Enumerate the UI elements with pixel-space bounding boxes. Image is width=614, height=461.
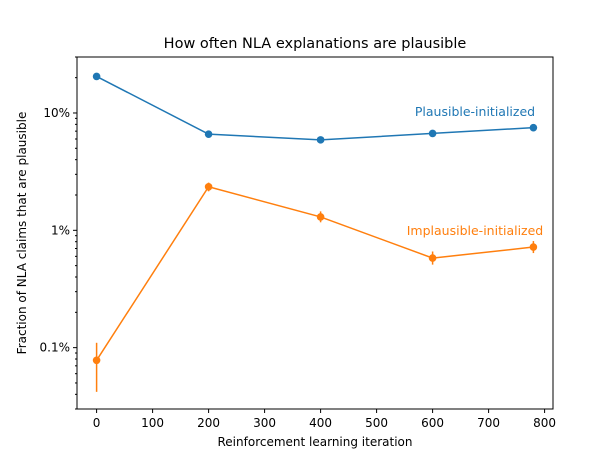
x-tick-label: 0 (93, 416, 101, 430)
y-tick-label: 0.1% (40, 341, 71, 355)
y-tick-label: 10% (43, 106, 70, 120)
y-axis: 0.1% 1% 10% (40, 56, 77, 410)
data-point (204, 182, 213, 191)
plot-frame (76, 56, 554, 410)
data-point (92, 72, 101, 81)
data-point (92, 356, 101, 365)
data-point (316, 136, 325, 144)
series-layer (92, 72, 538, 392)
x-tick-label: 200 (197, 416, 220, 430)
series-line (95, 185, 534, 361)
x-axis: 0 100 200 300 400 500 600 700 800 (93, 409, 556, 430)
data-point (316, 213, 325, 221)
series-plausible-initialized (92, 72, 538, 144)
x-tick-label: 500 (365, 416, 388, 430)
x-tick-label: 700 (477, 416, 500, 430)
series-label: Plausible-initialized (415, 104, 535, 119)
x-tick-label: 400 (309, 416, 332, 430)
x-tick-label: 100 (141, 416, 164, 430)
chart-title: How often NLA explanations are plausible (164, 36, 467, 52)
x-tick-label: 600 (421, 416, 444, 430)
series-labels: Plausible-initialized Implausible-initial… (407, 104, 543, 238)
data-point (529, 123, 538, 132)
series-implausible-initialized (92, 182, 538, 392)
y-axis-label: Fraction of NLA claims that are plausibl… (15, 112, 29, 355)
series-label: Implausible-initialized (407, 223, 543, 238)
x-tick-label: 800 (533, 416, 556, 430)
x-axis-label: Reinforcement learning iteration (218, 435, 413, 449)
data-point (428, 129, 437, 138)
plot-area (76, 56, 554, 410)
x-tick-label: 300 (253, 416, 276, 430)
data-point (428, 254, 437, 262)
y-tick-label: 1% (51, 223, 70, 237)
data-point (204, 130, 213, 138)
data-point (529, 243, 538, 251)
